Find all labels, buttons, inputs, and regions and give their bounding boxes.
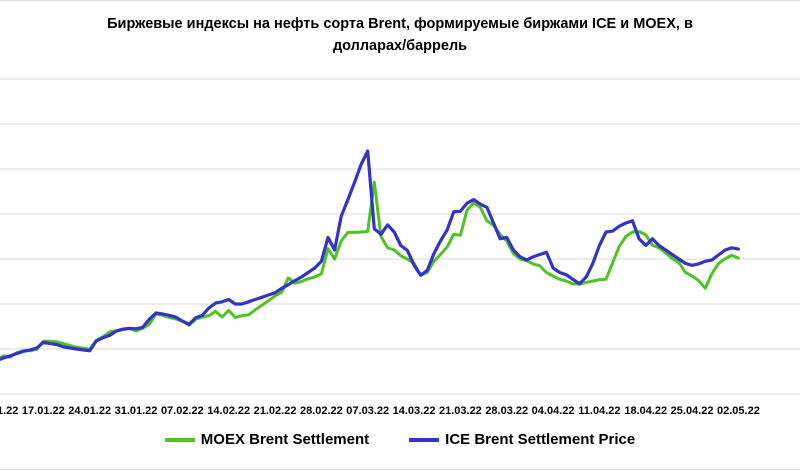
x-tick-label-1: 17.01.22 (22, 405, 65, 417)
x-tick-label-3: 31.01.22 (115, 405, 158, 417)
x-tick-label-16: 02.05.22 (717, 405, 760, 417)
legend-label-moex: MOEX Brent Settlement (200, 431, 370, 448)
x-tick-label-4: 07.02.22 (161, 405, 204, 417)
legend-swatch-ice (409, 437, 440, 442)
chart-title: Биржевые индексы на нефть сорта Brent, ф… (0, 13, 800, 57)
x-tick-label-11: 28.03.22 (485, 405, 528, 417)
x-tick-label-12: 04.04.22 (532, 405, 575, 417)
series-line-ice (0, 149, 741, 361)
x-tick-label-15: 25.04.22 (671, 405, 714, 417)
x-tick-label-13: 11.04.22 (578, 405, 620, 417)
legend-entry-ice: ICE Brent Settlement Price (409, 431, 635, 448)
x-tick-label-0: 10.01.22 (0, 405, 18, 417)
x-tick-label-10: 21.03.22 (439, 405, 482, 417)
x-tick-label-5: 14.02.22 (207, 405, 250, 417)
x-tick-label-9: 14.03.22 (393, 405, 436, 417)
legend-entry-moex: MOEX Brent Settlement (164, 431, 370, 448)
x-tick-label-2: 24.01.22 (68, 405, 111, 417)
chart-title-line-1: Биржевые индексы на нефть сорта Brent, ф… (107, 16, 693, 32)
legend: MOEX Brent Settlement ICE Brent Settleme… (0, 431, 800, 448)
series-lines (0, 149, 741, 361)
x-tick-label-14: 18.04.22 (624, 405, 667, 417)
gridlines (0, 78, 800, 395)
chart-title-line-2: долларах/баррель (332, 38, 468, 54)
legend-label-ice: ICE Brent Settlement Price (445, 431, 636, 448)
legend-swatch-moex (164, 437, 195, 442)
x-tick-label-7: 28.02.22 (300, 405, 343, 417)
x-tick-label-8: 07.03.22 (346, 405, 389, 417)
x-tick-label-6: 21.02.22 (254, 405, 297, 417)
